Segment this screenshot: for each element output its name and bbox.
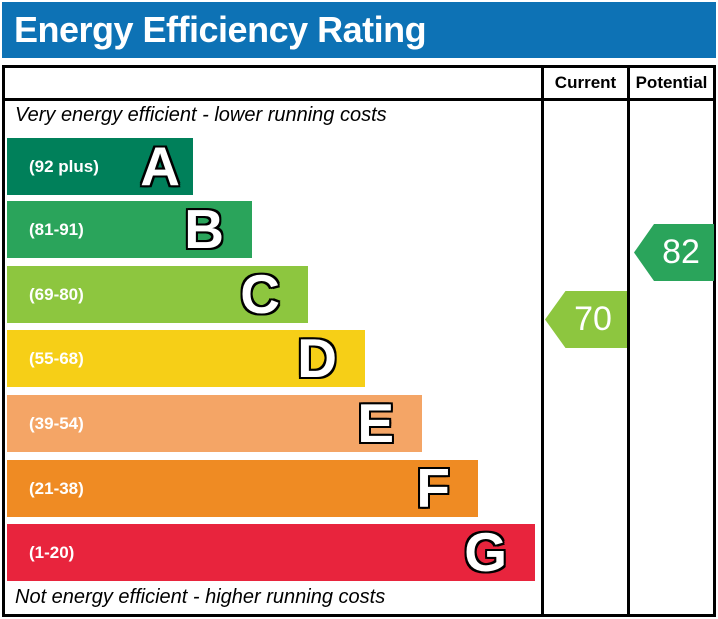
top-caption: Very energy efficient - lower running co…: [15, 104, 387, 126]
current-rating-value: 70: [574, 300, 612, 338]
page-title: Energy Efficiency Rating: [14, 9, 427, 50]
band-b: (81-91) B: [7, 201, 252, 258]
band-g-letter: G: [464, 521, 507, 583]
title-bar: Energy Efficiency Rating: [2, 2, 716, 58]
band-f: (21-38) F: [7, 460, 478, 517]
band-c: (69-80) C: [7, 266, 308, 323]
band-c-range: (69-80): [29, 284, 84, 304]
potential-rating-arrow: 82: [634, 224, 714, 281]
band-d: (55-68) D: [7, 330, 365, 387]
band-e-range: (39-54): [29, 413, 84, 433]
rating-table: Current Potential Very energy efficient …: [2, 65, 716, 617]
band-f-range: (21-38): [29, 478, 84, 498]
bottom-caption: Not energy efficient - higher running co…: [15, 586, 386, 608]
band-a-letter: A: [140, 135, 180, 197]
band-b-letter: B: [184, 198, 224, 260]
divider-header-row: [5, 98, 713, 101]
band-e: (39-54) E: [7, 395, 422, 452]
current-rating-arrow: 70: [545, 291, 627, 348]
band-e-letter: E: [357, 392, 394, 454]
band-g: (1-20) G: [7, 524, 535, 581]
divider-potential-column: [627, 68, 630, 614]
column-header-current: Current: [554, 73, 617, 92]
band-d-range: (55-68): [29, 348, 84, 368]
divider-current-column: [541, 68, 544, 614]
band-a-range: (92 plus): [29, 156, 99, 176]
band-b-range: (81-91): [29, 219, 84, 239]
band-f-letter: F: [416, 457, 450, 519]
band-d-letter: D: [297, 327, 337, 389]
band-a: (92 plus) A: [7, 138, 193, 195]
band-c-letter: C: [240, 263, 280, 325]
band-g-range: (1-20): [29, 542, 75, 562]
potential-rating-value: 82: [662, 233, 700, 271]
column-header-potential: Potential: [635, 73, 708, 92]
